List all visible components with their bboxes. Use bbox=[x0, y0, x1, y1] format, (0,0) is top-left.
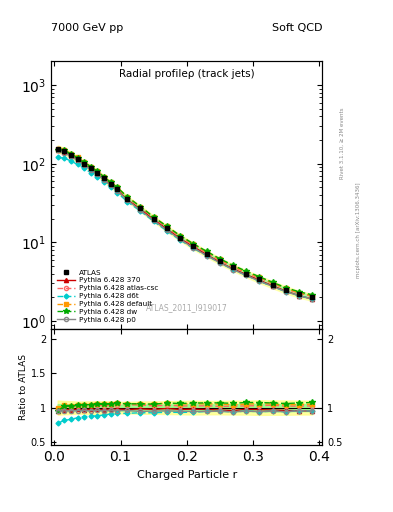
Y-axis label: Ratio to ATLAS: Ratio to ATLAS bbox=[19, 354, 28, 420]
Text: Rivet 3.1.10, ≥ 2M events: Rivet 3.1.10, ≥ 2M events bbox=[340, 108, 345, 179]
Legend: ATLAS, Pythia 6.428 370, Pythia 6.428 atlas-csc, Pythia 6.428 d6t, Pythia 6.428 : ATLAS, Pythia 6.428 370, Pythia 6.428 at… bbox=[55, 267, 160, 325]
Text: Soft QCD: Soft QCD bbox=[272, 23, 322, 33]
X-axis label: Charged Particle r: Charged Particle r bbox=[136, 470, 237, 480]
Text: Radial profileρ (track jets): Radial profileρ (track jets) bbox=[119, 70, 255, 79]
Text: 7000 GeV pp: 7000 GeV pp bbox=[51, 23, 123, 33]
Text: mcplots.cern.ch [arXiv:1306.3436]: mcplots.cern.ch [arXiv:1306.3436] bbox=[356, 183, 361, 278]
Text: ATLAS_2011_I919017: ATLAS_2011_I919017 bbox=[146, 304, 228, 312]
